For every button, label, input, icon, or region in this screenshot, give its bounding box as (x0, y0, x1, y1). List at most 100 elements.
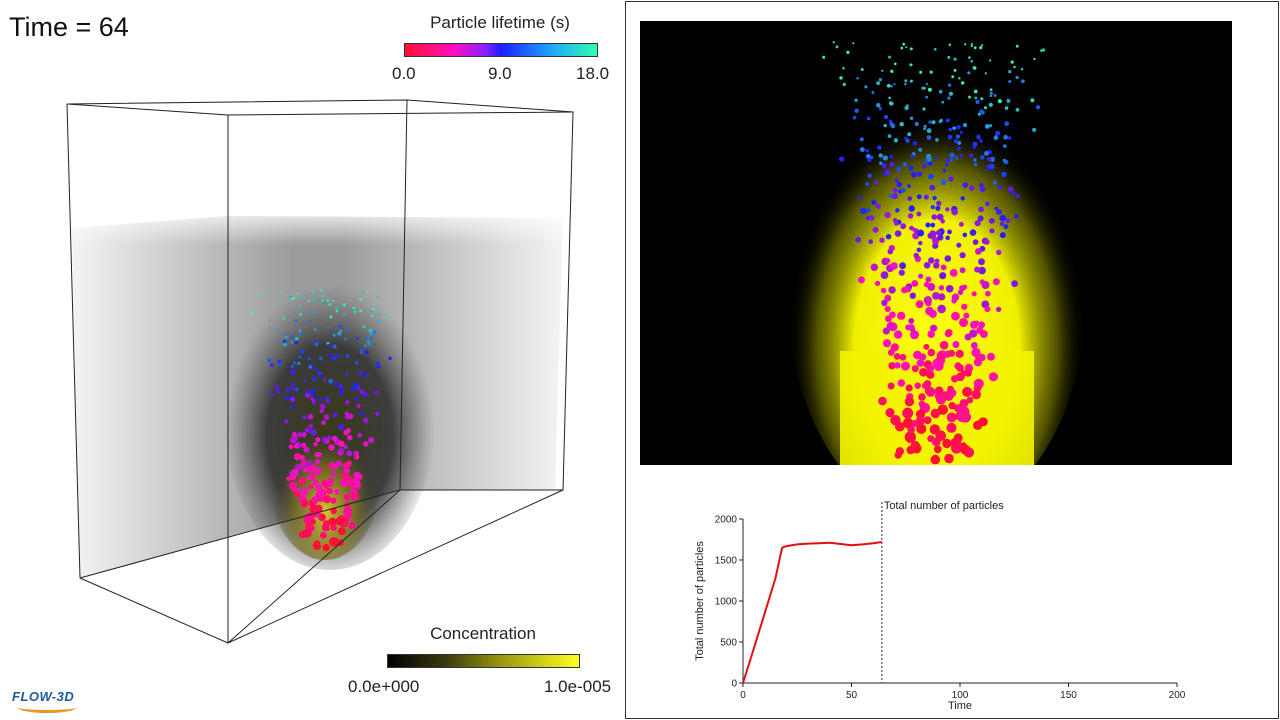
right-particle (951, 208, 958, 216)
left-particle (359, 348, 363, 352)
right-particle (1020, 68, 1024, 71)
right-particle (910, 330, 919, 340)
right-particle (973, 163, 978, 167)
right-particle (865, 153, 871, 159)
right-particle (981, 281, 990, 289)
right-particle (945, 285, 954, 293)
left-particle (335, 306, 339, 310)
left-particle (322, 377, 326, 381)
concentration-tick-min: 0.0e+000 (348, 677, 420, 696)
right-particle (989, 228, 995, 234)
3d-domain-view[interactable] (0, 90, 620, 660)
left-particle (353, 382, 359, 388)
left-particle (355, 361, 359, 365)
right-particle (997, 99, 1002, 104)
left-particle (384, 316, 387, 319)
left-particle (328, 378, 334, 384)
right-particle (888, 245, 895, 252)
right-particle (925, 306, 934, 316)
right-particle (877, 145, 882, 150)
right-particle (866, 116, 871, 121)
left-particle (362, 325, 366, 329)
left-particle (301, 499, 309, 507)
left-particle (364, 336, 367, 339)
left-particle (359, 389, 364, 394)
left-particle (250, 311, 254, 315)
right-particle (910, 154, 915, 159)
left-particle (329, 537, 339, 547)
left-particle (302, 528, 312, 538)
left-particle (296, 292, 299, 295)
right-particle (886, 84, 891, 88)
right-particle (854, 108, 859, 114)
right-particle (961, 81, 965, 85)
left-particle (344, 337, 347, 341)
left-particle (328, 303, 331, 306)
right-particle (839, 156, 845, 162)
left-particle (308, 423, 314, 429)
right-particle (989, 163, 995, 170)
right-particle (980, 155, 985, 160)
right-particle (864, 85, 868, 89)
left-particle (301, 442, 307, 448)
right-particle (894, 62, 897, 66)
right-particle (880, 271, 889, 279)
concentration-legend-title: Concentration (430, 624, 536, 643)
right-particle (924, 296, 932, 303)
right-particle (967, 71, 971, 75)
left-particle (358, 371, 363, 376)
right-particle (962, 182, 968, 188)
left-particle (290, 297, 294, 301)
left-particle (297, 432, 303, 438)
right-particle (901, 187, 906, 193)
right-particle (908, 318, 915, 324)
right-particle (959, 267, 966, 274)
right-particle (914, 382, 921, 390)
right-particle (992, 278, 1000, 286)
right-particle (907, 184, 911, 188)
right-particle (968, 56, 971, 59)
right-particle (897, 311, 906, 320)
right-particle (926, 370, 935, 379)
left-particle (346, 450, 353, 457)
right-particle (906, 445, 915, 455)
right-particle (956, 242, 962, 248)
right-particle (918, 400, 926, 408)
right-particle (940, 264, 947, 271)
right-particle (924, 386, 934, 396)
right-particle (893, 353, 901, 360)
right-particle (951, 375, 959, 383)
right-particle (865, 216, 871, 221)
left-particle (311, 289, 314, 292)
left-particle (363, 441, 369, 447)
right-particle (869, 215, 875, 221)
right-particle (1013, 213, 1019, 219)
left-particle (372, 289, 375, 291)
right-particle (865, 182, 869, 186)
right-particle (1015, 44, 1019, 48)
right-particle (909, 116, 914, 121)
right-particle (913, 252, 919, 259)
left-particle (326, 480, 334, 488)
left-particle (284, 419, 289, 424)
right-particle (902, 162, 908, 167)
right-particle (950, 158, 954, 162)
left-particle (300, 349, 305, 354)
left-particle (294, 319, 298, 323)
right-particle (947, 56, 951, 59)
right-particle (973, 46, 977, 50)
right-particle (962, 232, 968, 238)
right-particle (989, 156, 996, 162)
side-render-view[interactable] (640, 21, 1232, 465)
right-particle (949, 269, 958, 277)
right-particle (923, 281, 930, 288)
right-particle (958, 77, 961, 80)
right-particle (968, 95, 971, 99)
right-particle (947, 83, 952, 87)
right-particle (878, 106, 883, 111)
right-particle (854, 98, 858, 103)
left-particle (345, 372, 349, 376)
left-particle (334, 489, 340, 495)
left-particle (306, 388, 312, 395)
